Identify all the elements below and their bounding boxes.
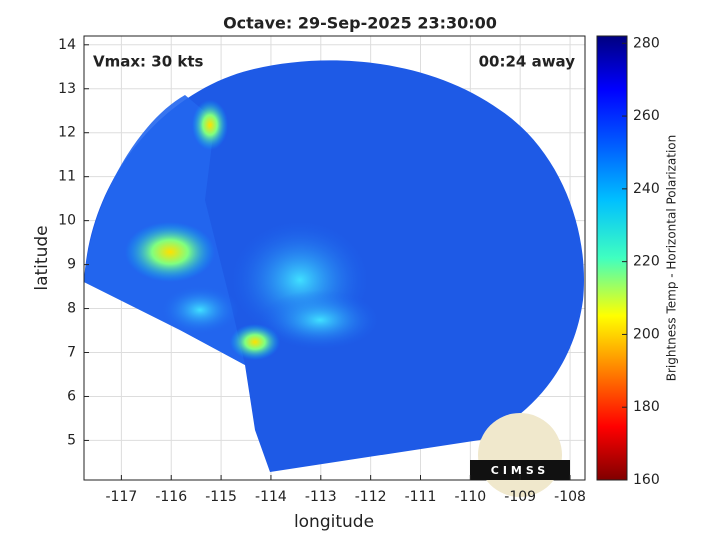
y-tick-label: 11 bbox=[58, 169, 76, 185]
y-tick-label: 14 bbox=[58, 37, 76, 53]
x-tick-label: -108 bbox=[554, 489, 586, 505]
y-tick-label: 12 bbox=[58, 125, 76, 141]
y-tick-label: 5 bbox=[67, 432, 76, 448]
logo: CIMSS bbox=[470, 413, 570, 497]
y-tick-label: 6 bbox=[67, 388, 76, 404]
x-tick-label: -117 bbox=[105, 489, 137, 505]
y-tick-label: 9 bbox=[67, 257, 76, 273]
x-tick-label: -109 bbox=[504, 489, 536, 505]
y-tick-label: 7 bbox=[67, 345, 76, 361]
x-tick-label: -113 bbox=[305, 489, 337, 505]
colorbar-tick-label: 240 bbox=[633, 181, 660, 197]
colorbar-tick-label: 180 bbox=[633, 399, 660, 415]
x-tick-label: -112 bbox=[355, 489, 387, 505]
x-tick-label: -110 bbox=[454, 489, 486, 505]
x-axis-label: longitude bbox=[294, 512, 374, 532]
colorbar bbox=[596, 35, 628, 481]
colorbar-label: Brightness Temp - Horizontal Polarizatio… bbox=[665, 135, 679, 382]
y-tick-label: 10 bbox=[58, 213, 76, 229]
annotation: 00:24 away bbox=[479, 53, 576, 71]
colorbar-tick-label: 160 bbox=[633, 472, 660, 488]
colorbar-tick-label: 280 bbox=[633, 35, 660, 51]
x-tick-label: -111 bbox=[405, 489, 437, 505]
y-tick-label: 8 bbox=[67, 301, 76, 317]
logo-text: CIMSS bbox=[491, 464, 549, 477]
x-tick-label: -116 bbox=[155, 489, 187, 505]
x-tick-label: -115 bbox=[205, 489, 237, 505]
y-tick-label: 13 bbox=[58, 81, 76, 97]
annotation: Vmax: 30 kts bbox=[93, 53, 203, 71]
chart-title: Octave: 29-Sep-2025 23:30:00 bbox=[223, 14, 497, 33]
y-axis-label: latitude bbox=[32, 225, 52, 290]
colorbar-tick-label: 200 bbox=[633, 326, 660, 342]
swath bbox=[84, 60, 584, 473]
colorbar-tick-label: 260 bbox=[633, 108, 660, 124]
colorbar-tick-label: 220 bbox=[633, 254, 660, 270]
x-tick-label: -114 bbox=[255, 489, 287, 505]
